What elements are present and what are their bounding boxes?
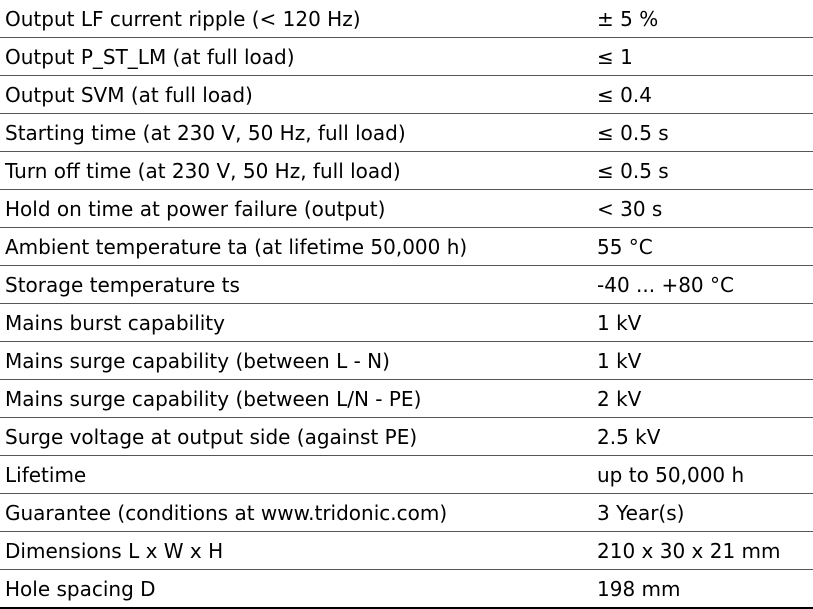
spec-value: 3 Year(s)	[597, 493, 813, 532]
spec-label: Output P_ST_LM (at full load)	[0, 37, 597, 76]
spec-row: Output P_ST_LM (at full load) ≤ 1	[0, 37, 813, 76]
spec-value: 1 kV	[597, 341, 813, 380]
spec-value: ≤ 1	[597, 37, 813, 76]
spec-label: Surge voltage at output side (against PE…	[0, 417, 597, 456]
spec-label: Output SVM (at full load)	[0, 75, 597, 114]
spec-row: Output LF current ripple (< 120 Hz) ± 5 %	[0, 0, 813, 38]
spec-value: 198 mm	[597, 569, 813, 609]
spec-row: Lifetime up to 50,000 h	[0, 455, 813, 494]
spec-label: Mains burst capability	[0, 303, 597, 342]
spec-row: Starting time (at 230 V, 50 Hz, full loa…	[0, 113, 813, 152]
spec-value: 2 kV	[597, 379, 813, 418]
spec-row: Turn off time (at 230 V, 50 Hz, full loa…	[0, 151, 813, 190]
spec-label: Lifetime	[0, 455, 597, 494]
spec-label: Guarantee (conditions at www.tridonic.co…	[0, 493, 597, 532]
spec-value: ≤ 0.5 s	[597, 151, 813, 190]
spec-row: Output SVM (at full load) ≤ 0.4	[0, 75, 813, 114]
spec-row: Mains burst capability 1 kV	[0, 303, 813, 342]
spec-value: ≤ 0.4	[597, 75, 813, 114]
spec-row: Hole spacing D 198 mm	[0, 569, 813, 609]
spec-row: Mains surge capability (between L/N - PE…	[0, 379, 813, 418]
spec-label: Mains surge capability (between L/N - PE…	[0, 379, 597, 418]
spec-value: 55 °C	[597, 227, 813, 266]
spec-row: Ambient temperature ta (at lifetime 50,0…	[0, 227, 813, 266]
spec-label: Output LF current ripple (< 120 Hz)	[0, 0, 597, 38]
spec-row: Dimensions L x W x H 210 x 30 x 21 mm	[0, 531, 813, 570]
spec-label: Mains surge capability (between L - N)	[0, 341, 597, 380]
spec-row: Storage temperature ts -40 ... +80 °C	[0, 265, 813, 304]
spec-row: Guarantee (conditions at www.tridonic.co…	[0, 493, 813, 532]
spec-label: Hold on time at power failure (output)	[0, 189, 597, 228]
spec-row: Hold on time at power failure (output) < …	[0, 189, 813, 228]
spec-label: Dimensions L x W x H	[0, 531, 597, 570]
spec-label: Storage temperature ts	[0, 265, 597, 304]
spec-row: Mains surge capability (between L - N) 1 …	[0, 341, 813, 380]
spec-value: -40 ... +80 °C	[597, 265, 813, 304]
spec-label: Ambient temperature ta (at lifetime 50,0…	[0, 227, 597, 266]
spec-label: Turn off time (at 230 V, 50 Hz, full loa…	[0, 151, 597, 190]
spec-label: Hole spacing D	[0, 569, 597, 609]
spec-value: 2.5 kV	[597, 417, 813, 456]
spec-value: 210 x 30 x 21 mm	[597, 531, 813, 570]
spec-row: Surge voltage at output side (against PE…	[0, 417, 813, 456]
spec-value: up to 50,000 h	[597, 455, 813, 494]
spec-value: ± 5 %	[597, 0, 813, 38]
spec-value: < 30 s	[597, 189, 813, 228]
spec-value: ≤ 0.5 s	[597, 113, 813, 152]
spec-label: Starting time (at 230 V, 50 Hz, full loa…	[0, 113, 597, 152]
spec-value: 1 kV	[597, 303, 813, 342]
